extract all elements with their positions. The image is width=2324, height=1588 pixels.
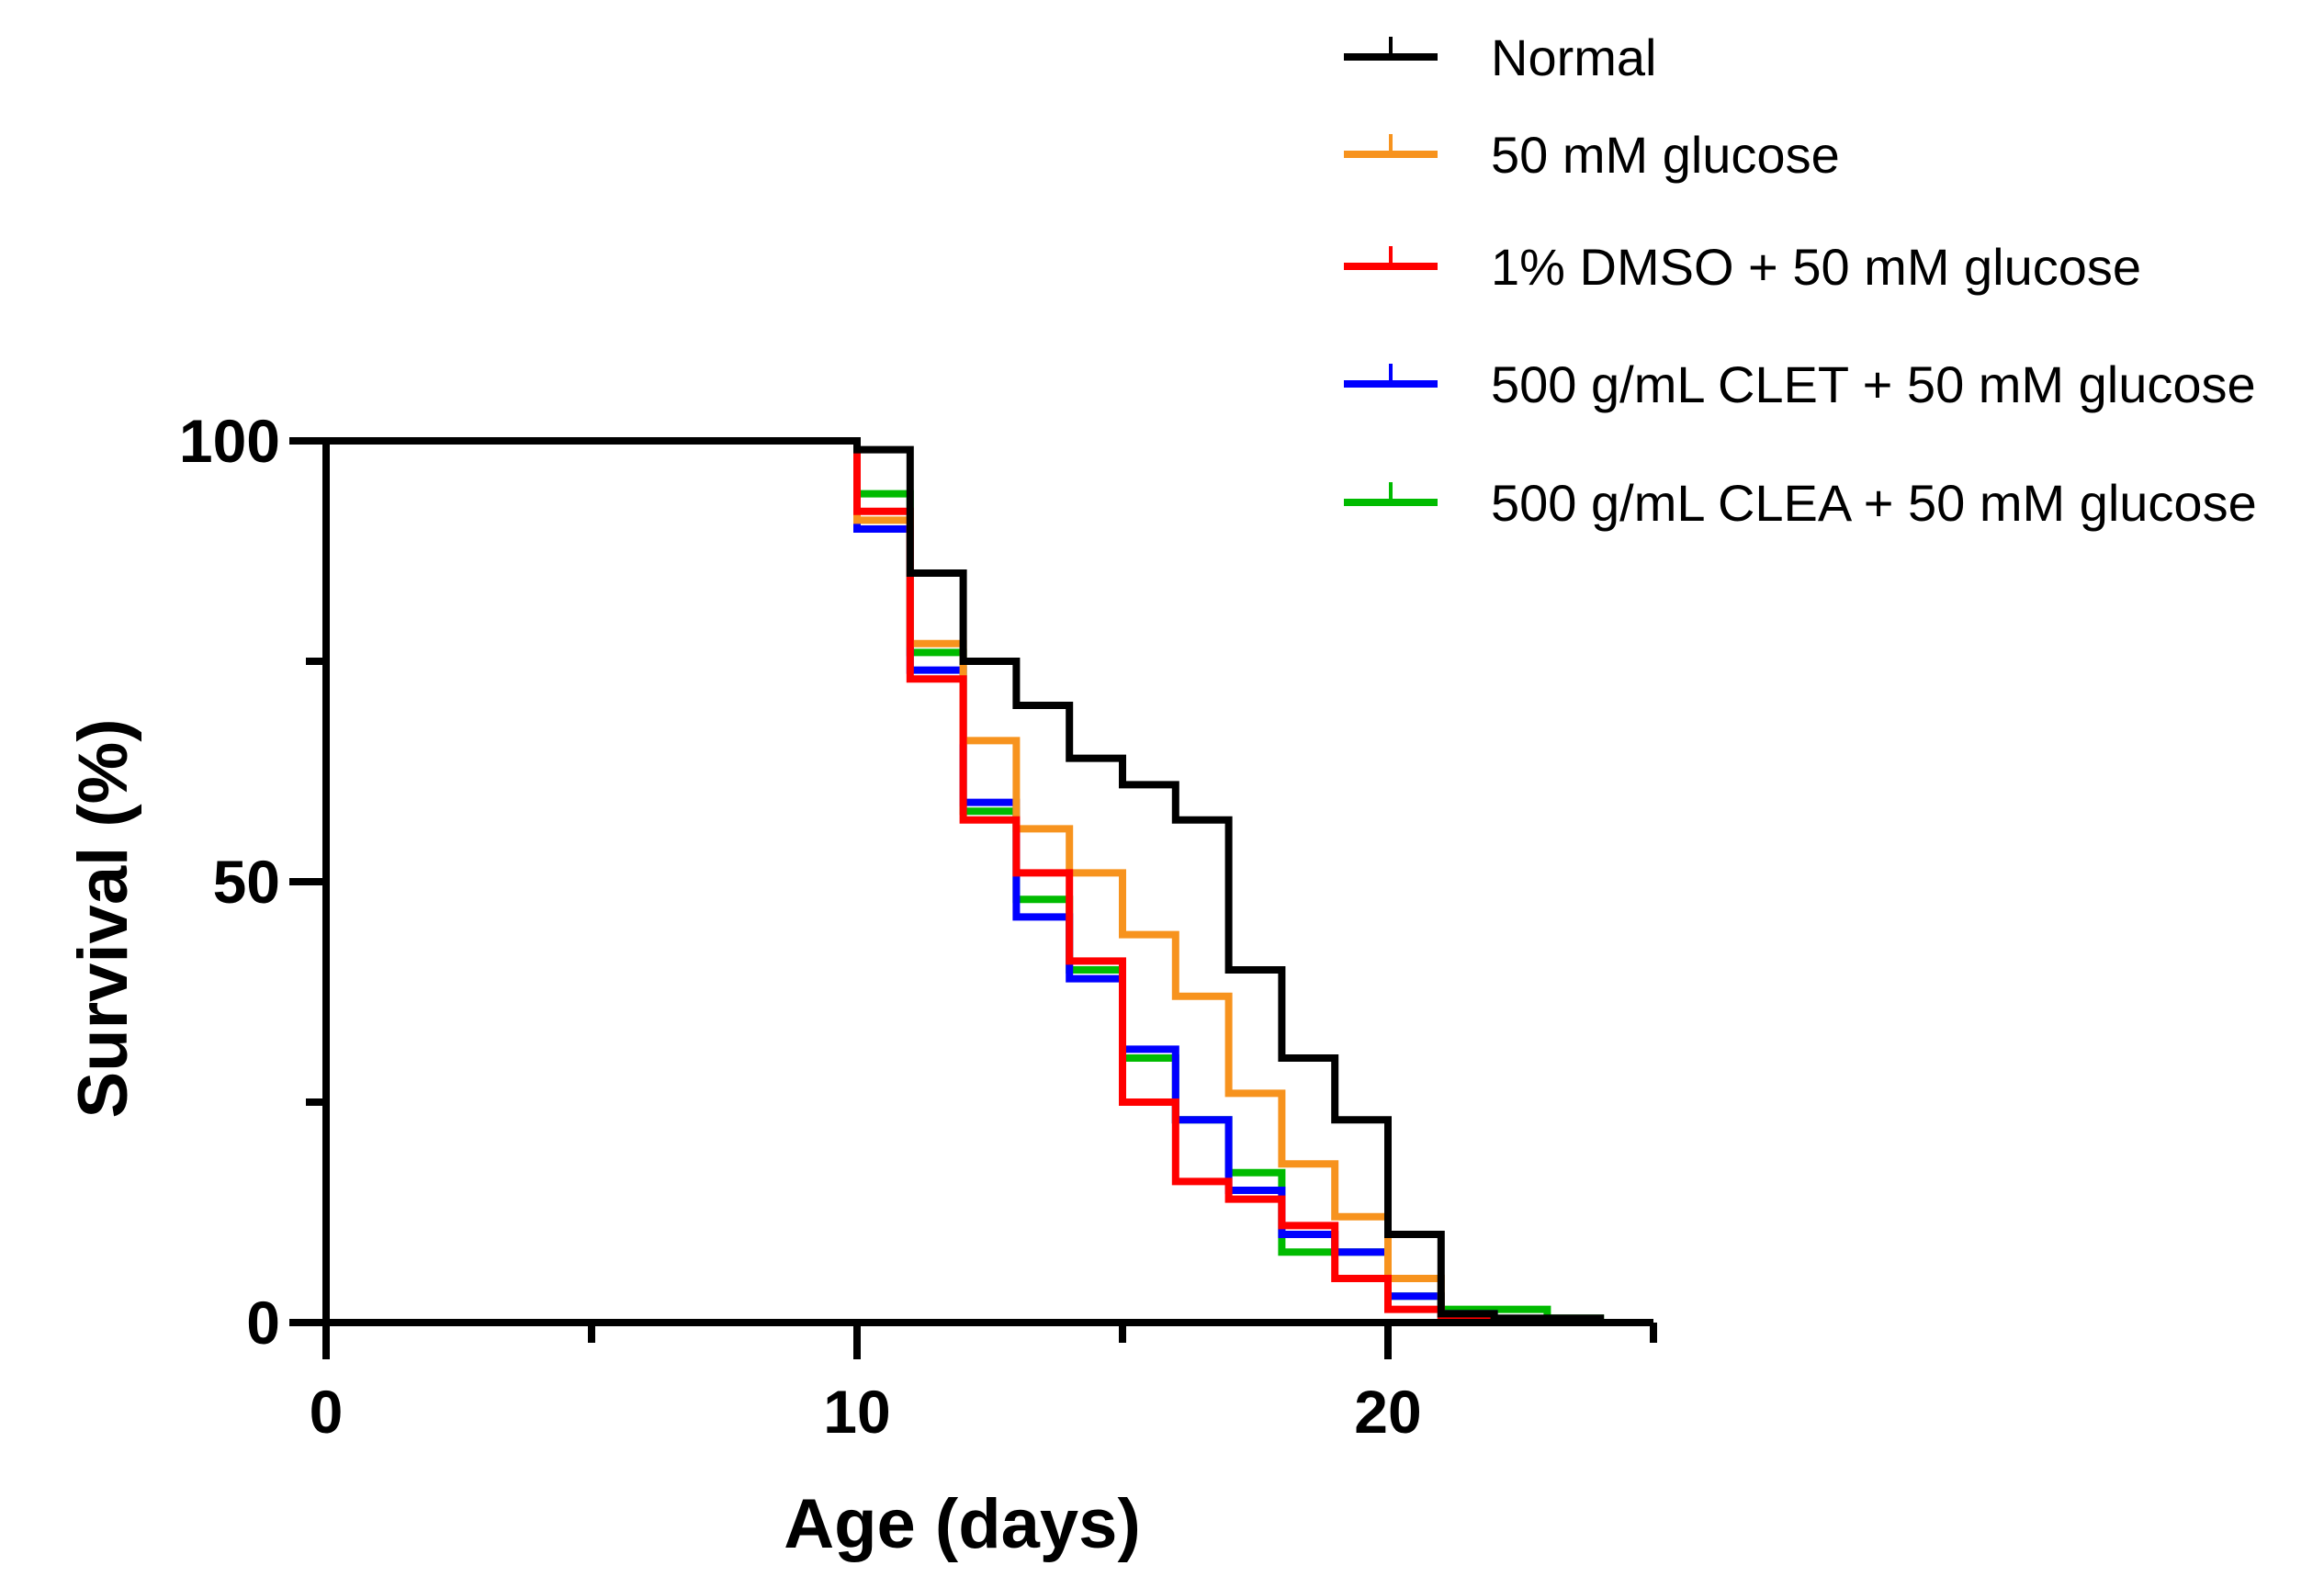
series-line-0	[326, 437, 1605, 1323]
y-tick-label: 0	[246, 1289, 280, 1357]
legend-label-0: Normal	[1491, 28, 1656, 86]
axes-layer: 0 50 100 0 10 20 Age (days) Survival (%)	[64, 407, 1657, 1563]
legend-label-3: 500 g/mL CLET + 50 mM glucose	[1491, 355, 2256, 413]
y-tick-label: 100	[179, 407, 280, 475]
x-tick-label: 0	[310, 1378, 344, 1446]
x-tick-label: 10	[823, 1378, 890, 1446]
legend-label-2: 1% DMSO + 50 mM glucose	[1491, 238, 2141, 296]
y-tick-label: 50	[213, 848, 280, 916]
series-layer	[326, 437, 1605, 1323]
legend: Normal 50 mM glucose 1% DMSO + 50 mM gluco…	[1344, 28, 2257, 532]
x-axis-title: Age (days)	[784, 1485, 1141, 1563]
series-line-2	[326, 437, 1498, 1323]
y-axis-title: Survival (%)	[64, 718, 142, 1118]
x-tick-label: 20	[1354, 1378, 1421, 1446]
legend-label-1: 50 mM glucose	[1491, 126, 1840, 184]
legend-label-4: 500 g/mL CLEA + 50 mM glucose	[1491, 474, 2257, 532]
